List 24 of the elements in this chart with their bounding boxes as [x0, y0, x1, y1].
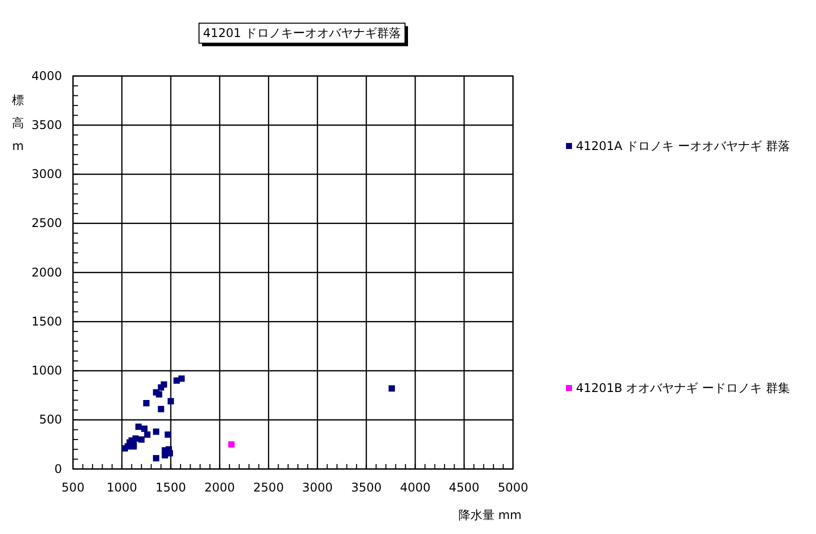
y-tick-label: 2000	[31, 265, 62, 280]
y-tick-label: 0	[54, 462, 62, 476]
y-tick-label: 1000	[31, 364, 62, 378]
x-tick-label: 3500	[351, 480, 382, 495]
x-tick-label: 3000	[302, 480, 333, 495]
y-tick-label: 3500	[31, 118, 62, 132]
x-tick-label: 500	[62, 480, 84, 495]
y-tick-label: 1500	[31, 314, 62, 328]
x-axis-title: 降水量 mm	[458, 508, 522, 522]
x-tick-label: 2000	[204, 480, 235, 495]
x-tick-label: 5000	[498, 480, 528, 495]
y-axis-title: 標高m	[12, 93, 24, 153]
y-tick-label: 4000	[31, 68, 62, 83]
x-tick-label: 1500	[156, 480, 186, 495]
y-tick-label: 2500	[31, 216, 62, 230]
x-tick-label: 4000	[400, 480, 430, 495]
legend-label: 41201B オオバヤナギ ードロノキ 群集	[576, 381, 790, 396]
y-tick-label: 3000	[31, 167, 62, 182]
x-tick-label: 4500	[448, 480, 480, 495]
chart-title: 41201 ドロノキーオオバヤナギ群落	[203, 26, 401, 40]
legend-label: 41201A ドロノキ ーオオバヤナギ 群落	[576, 139, 790, 154]
x-tick-label: 2500	[253, 480, 284, 495]
x-tick-label: 1000	[106, 480, 138, 495]
y-tick-label: 500	[39, 412, 62, 427]
